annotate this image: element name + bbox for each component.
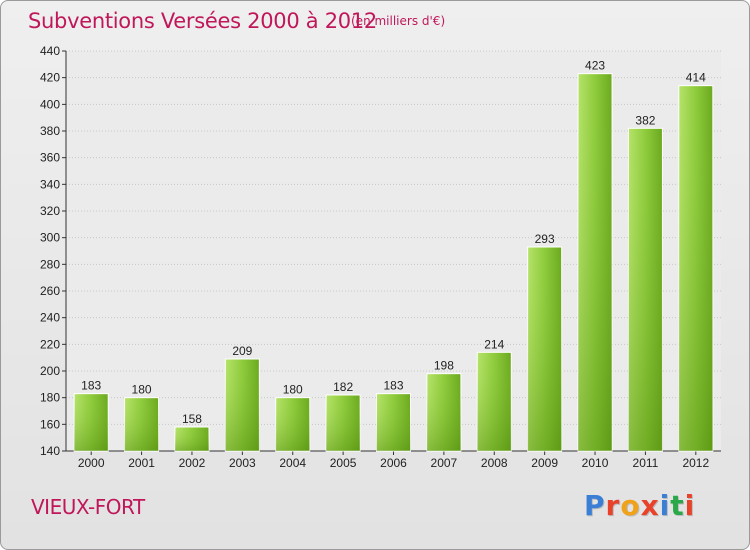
y-tick-label: 240: [40, 311, 60, 325]
x-tick-label: 2000: [78, 456, 105, 470]
data-label-2002: 158: [182, 412, 202, 426]
y-tick-label: 420: [40, 71, 60, 85]
bar-shade-2006: [376, 393, 411, 451]
x-tick-label: 2004: [279, 456, 306, 470]
logo-letter: t: [670, 489, 685, 522]
x-tick-label: 2005: [330, 456, 357, 470]
data-label-2007: 198: [434, 359, 454, 373]
data-label-2000: 183: [81, 379, 101, 393]
data-label-2010: 423: [585, 59, 605, 73]
place-name: VIEUX-FORT: [31, 495, 145, 519]
data-label-2001: 180: [132, 383, 152, 397]
data-label-2009: 293: [535, 232, 555, 246]
logo-letter: i: [659, 489, 671, 522]
bar-shade-2010: [578, 73, 613, 452]
bar-shade-2007: [426, 373, 461, 451]
x-tick-label: 2007: [431, 456, 458, 470]
bars: [73, 73, 714, 452]
y-tick-label: 140: [40, 444, 60, 458]
y-tick-label: 260: [40, 284, 60, 298]
data-label-2004: 180: [283, 383, 303, 397]
y-tick-label: 320: [40, 204, 60, 218]
y-tick-label: 340: [40, 177, 60, 191]
chart-subtitle: (en milliers d'€): [351, 14, 446, 28]
x-tick-label: 2011: [633, 456, 659, 470]
data-label-2005: 182: [333, 380, 353, 394]
data-label-2008: 214: [484, 337, 504, 351]
y-tick-label: 380: [40, 124, 60, 138]
bar-shade-2001: [124, 397, 159, 451]
data-label-2003: 209: [232, 344, 252, 358]
logo-letter: i: [684, 489, 696, 522]
data-labels: 183 180 158 209 180 182 183 198 214 293 423 382 414: [81, 59, 706, 426]
logo-letter: P: [584, 489, 606, 522]
bar-shade-2008: [477, 352, 512, 451]
bar-shade-2000: [74, 393, 109, 451]
y-tick-label: 280: [40, 257, 60, 271]
y-tick-label: 160: [40, 417, 60, 431]
x-tick-label: 2009: [531, 456, 558, 470]
logo-letter: o: [620, 489, 641, 522]
y-tick-label: 300: [40, 231, 60, 245]
data-label-2011: 382: [635, 113, 655, 127]
y-tick-label: 360: [40, 151, 60, 165]
axes: 140 160 180 200 220 240 260 280 300 320 340 360 380 4…: [40, 44, 721, 470]
y-tick-label: 440: [40, 44, 60, 58]
x-tick-label: 2002: [179, 456, 206, 470]
x-tick-label: 2008: [481, 456, 508, 470]
chart-title: Subventions Versées 2000 à 2012: [28, 9, 377, 33]
x-tick-label: 2001: [128, 456, 155, 470]
x-tick-label: 2010: [582, 456, 609, 470]
data-label-2006: 183: [383, 379, 403, 393]
y-tick-label: 220: [40, 337, 60, 351]
bar-chart: 140 160 180 200 220 240 260 280 300 320 340 360 380 4…: [40, 44, 721, 470]
y-tick-label: 180: [40, 391, 60, 405]
bar-shade-2002: [174, 427, 209, 451]
bar-shade-2011: [628, 128, 663, 451]
x-tick-label: 2012: [682, 456, 709, 470]
data-label-2012: 414: [686, 71, 706, 85]
x-tick-label: 2003: [229, 456, 256, 470]
y-tick-label: 400: [40, 97, 60, 111]
logo-letter: x: [640, 489, 660, 522]
proxiti-logo: Proxiti: [584, 489, 695, 522]
x-tick-label: 2006: [380, 456, 407, 470]
y-tick-label: 200: [40, 364, 60, 378]
logo-letter: r: [605, 489, 621, 522]
bar-shade-2012: [678, 85, 713, 452]
bar-shade-2009: [527, 247, 562, 451]
bar-shade-2003: [225, 359, 260, 451]
bar-shade-2005: [326, 395, 361, 451]
bar-shade-2004: [275, 397, 310, 451]
